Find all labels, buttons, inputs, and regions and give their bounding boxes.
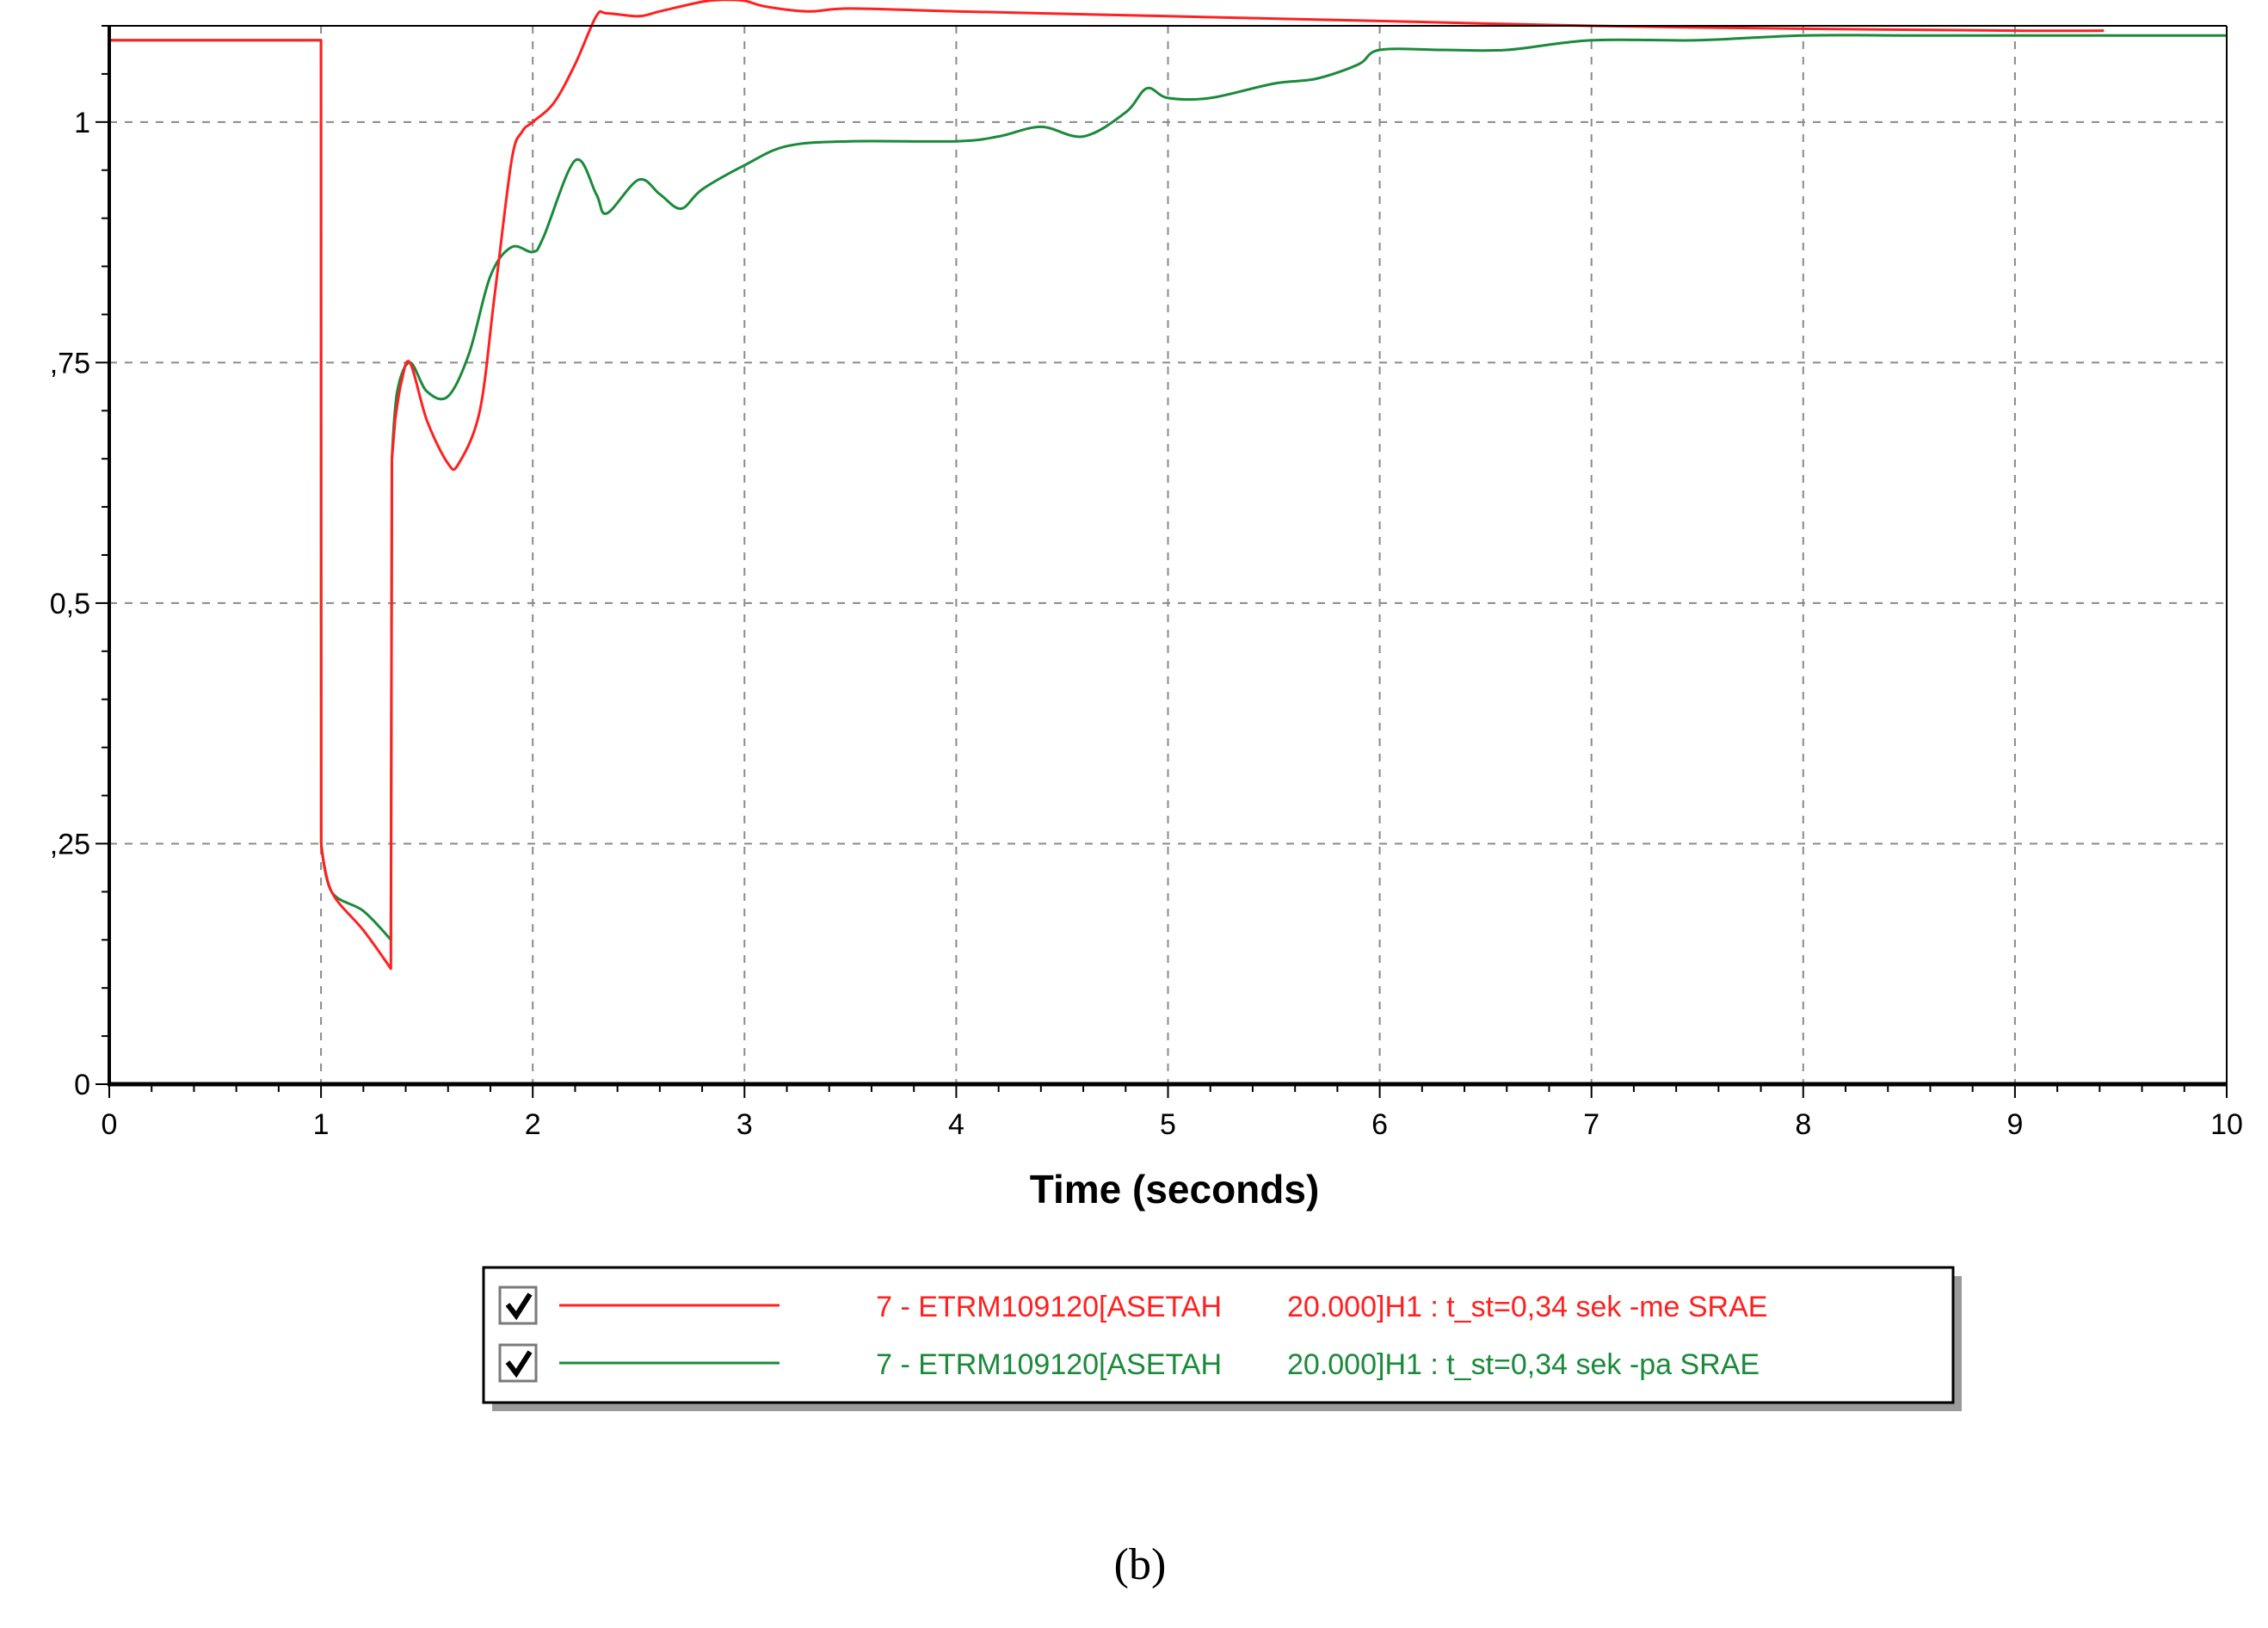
x-tick-label: 9 — [2006, 1108, 2023, 1141]
x-tick-label: 4 — [948, 1108, 965, 1141]
legend-checkbox-pa-srae[interactable] — [498, 1343, 538, 1383]
x-tick-label: 0 — [102, 1108, 118, 1141]
ticks: 0 1 2 3 4 5 6 7 8 9 10 0 ,25 0,5 ,75 1 — [50, 25, 2243, 1141]
legend-label-desc: 20.000]H1 : t_st=0,34 sek -pa SRAE — [1287, 1348, 1760, 1381]
y-tick-label: 0,5 — [50, 588, 90, 620]
x-tick-label: 6 — [1371, 1108, 1388, 1141]
legend-label-id: 7 - ETRM109120[ASETAH — [876, 1348, 1222, 1381]
y-tick-label: ,25 — [50, 828, 90, 860]
y-tick-label: 1 — [74, 107, 90, 139]
x-tick-label: 7 — [1583, 1108, 1599, 1141]
x-tick-label: 10 — [2210, 1108, 2243, 1141]
legend-checkbox-me-srae[interactable] — [498, 1286, 538, 1325]
series-layer — [109, 0, 2227, 971]
grid — [109, 26, 2227, 1084]
x-tick-label: 1 — [313, 1108, 330, 1141]
figure-caption: (b) — [1114, 1540, 1167, 1589]
x-tick-label: 8 — [1795, 1108, 1811, 1141]
legend-label-id: 7 - ETRM109120[ASETAH — [876, 1291, 1222, 1323]
legend-box — [482, 1266, 1955, 1404]
checkmark-icon — [505, 1350, 533, 1378]
x-tick-label: 2 — [525, 1108, 541, 1141]
legend: 7 - ETRM109120[ASETAH 20.000]H1 : t_st=0… — [482, 1266, 1962, 1411]
x-tick-label: 3 — [736, 1108, 753, 1141]
legend-label-desc: 20.000]H1 : t_st=0,34 sek -me SRAE — [1287, 1291, 1767, 1323]
checkmark-icon — [505, 1292, 533, 1321]
legend-item-me-srae[interactable]: 7 - ETRM109120[ASETAH 20.000]H1 : t_st=0… — [498, 1286, 1767, 1325]
legend-item-pa-srae[interactable]: 7 - ETRM109120[ASETAH 20.000]H1 : t_st=0… — [498, 1343, 1760, 1383]
x-axis-title: Time (seconds) — [1030, 1167, 1320, 1212]
x-tick-label: 5 — [1160, 1108, 1176, 1141]
series-line-pa-srae — [109, 34, 2227, 941]
series-line-me-srae — [109, 0, 2105, 971]
y-tick-label: ,75 — [50, 347, 90, 379]
y-tick-label: 0 — [74, 1069, 90, 1101]
